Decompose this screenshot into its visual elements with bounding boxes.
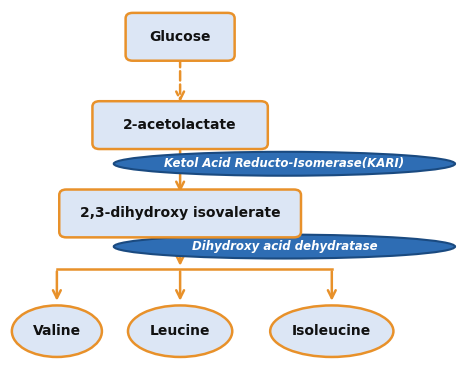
Text: Leucine: Leucine (150, 324, 210, 338)
FancyBboxPatch shape (126, 13, 235, 61)
Text: Glucose: Glucose (149, 30, 211, 44)
Ellipse shape (114, 235, 455, 258)
Ellipse shape (128, 305, 232, 357)
Ellipse shape (114, 152, 455, 176)
Text: Isoleucine: Isoleucine (292, 324, 372, 338)
Text: Dihydroxy acid dehydratase: Dihydroxy acid dehydratase (191, 240, 377, 253)
Text: Ketol Acid Reducto-Isomerase(KARI): Ketol Acid Reducto-Isomerase(KARI) (164, 157, 404, 170)
FancyBboxPatch shape (92, 101, 268, 149)
FancyBboxPatch shape (59, 190, 301, 237)
Ellipse shape (12, 305, 102, 357)
Text: 2-acetolactate: 2-acetolactate (123, 118, 237, 132)
Text: Valine: Valine (33, 324, 81, 338)
Ellipse shape (270, 305, 393, 357)
Text: 2,3-dihydroxy isovalerate: 2,3-dihydroxy isovalerate (80, 206, 281, 220)
